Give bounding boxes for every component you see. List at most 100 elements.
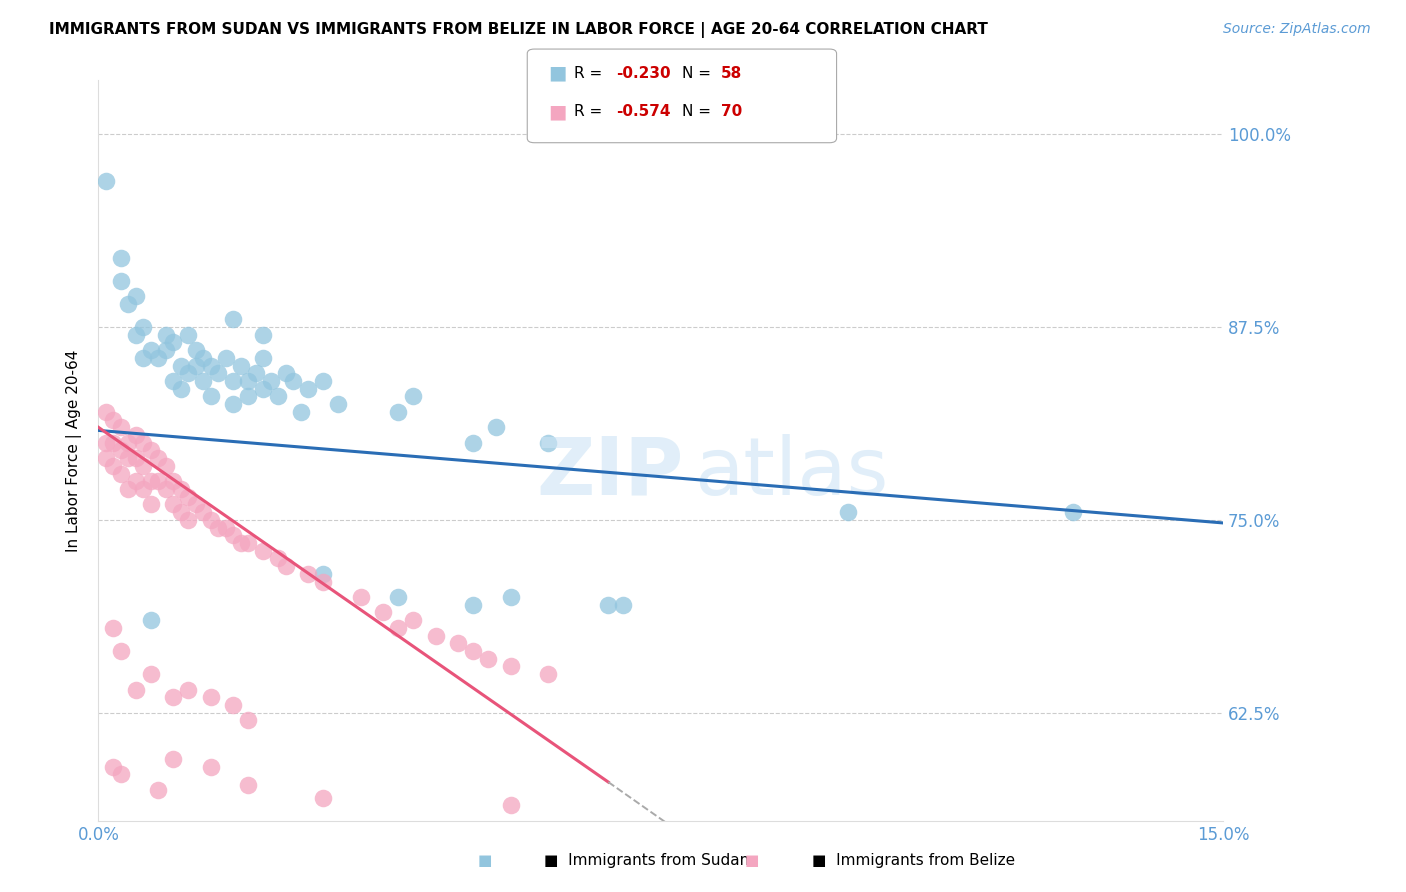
Point bbox=[222, 698, 245, 712]
Point bbox=[222, 528, 245, 542]
Point bbox=[162, 374, 184, 388]
Point bbox=[312, 374, 335, 388]
Text: ZIP: ZIP bbox=[536, 434, 683, 512]
Point bbox=[238, 374, 260, 388]
Point bbox=[125, 289, 148, 303]
Point bbox=[200, 690, 222, 705]
Point bbox=[238, 778, 260, 792]
Point bbox=[229, 359, 252, 373]
Point bbox=[170, 505, 193, 519]
Point bbox=[612, 598, 634, 612]
Point bbox=[110, 644, 132, 658]
Point bbox=[177, 682, 200, 697]
Point bbox=[193, 374, 215, 388]
Point bbox=[162, 752, 184, 766]
Point bbox=[312, 566, 335, 581]
Point bbox=[402, 389, 425, 403]
Text: N =: N = bbox=[682, 66, 716, 80]
Text: ■: ■ bbox=[745, 854, 759, 868]
Point bbox=[274, 559, 297, 574]
Point bbox=[110, 420, 132, 434]
Point bbox=[177, 513, 200, 527]
Point bbox=[148, 782, 170, 797]
Point bbox=[215, 351, 238, 365]
Point bbox=[117, 435, 139, 450]
Point bbox=[139, 343, 162, 358]
Point bbox=[477, 651, 499, 665]
Point bbox=[103, 759, 125, 773]
Point bbox=[155, 458, 177, 473]
Point bbox=[245, 367, 267, 381]
Point bbox=[184, 343, 207, 358]
Point bbox=[252, 351, 274, 365]
Point bbox=[132, 320, 155, 334]
Point bbox=[162, 498, 184, 512]
Point bbox=[170, 382, 193, 396]
Point bbox=[155, 327, 177, 342]
Text: R =: R = bbox=[574, 104, 607, 119]
Point bbox=[297, 566, 319, 581]
Point bbox=[463, 644, 485, 658]
Point bbox=[177, 367, 200, 381]
Point bbox=[312, 574, 335, 589]
Point bbox=[155, 482, 177, 496]
Point bbox=[125, 475, 148, 489]
Text: -0.574: -0.574 bbox=[616, 104, 671, 119]
Y-axis label: In Labor Force | Age 20-64: In Labor Force | Age 20-64 bbox=[66, 350, 83, 551]
Text: Source: ZipAtlas.com: Source: ZipAtlas.com bbox=[1223, 22, 1371, 37]
Point bbox=[193, 351, 215, 365]
Point bbox=[94, 451, 117, 466]
Point bbox=[252, 382, 274, 396]
Point bbox=[132, 458, 155, 473]
Point bbox=[238, 536, 260, 550]
Point bbox=[125, 451, 148, 466]
Point bbox=[297, 382, 319, 396]
Point bbox=[200, 513, 222, 527]
Point bbox=[485, 420, 508, 434]
Point bbox=[229, 536, 252, 550]
Text: ■: ■ bbox=[548, 102, 567, 121]
Point bbox=[200, 389, 222, 403]
Text: N =: N = bbox=[682, 104, 716, 119]
Point bbox=[139, 613, 162, 627]
Point bbox=[193, 505, 215, 519]
Text: IMMIGRANTS FROM SUDAN VS IMMIGRANTS FROM BELIZE IN LABOR FORCE | AGE 20-64 CORRE: IMMIGRANTS FROM SUDAN VS IMMIGRANTS FROM… bbox=[49, 22, 988, 38]
Point bbox=[373, 606, 395, 620]
Point bbox=[207, 520, 229, 534]
Point bbox=[200, 759, 222, 773]
Point bbox=[252, 327, 274, 342]
Point bbox=[177, 490, 200, 504]
Point bbox=[148, 451, 170, 466]
Point bbox=[267, 389, 290, 403]
Point bbox=[387, 405, 409, 419]
Point bbox=[184, 359, 207, 373]
Point bbox=[328, 397, 350, 411]
Point bbox=[260, 374, 283, 388]
Point bbox=[238, 389, 260, 403]
Text: ■  Immigrants from Belize: ■ Immigrants from Belize bbox=[813, 854, 1015, 868]
Point bbox=[110, 467, 132, 481]
Point bbox=[252, 543, 274, 558]
Text: R =: R = bbox=[574, 66, 607, 80]
Point bbox=[267, 551, 290, 566]
Point bbox=[387, 590, 409, 604]
Point bbox=[148, 475, 170, 489]
Point bbox=[215, 520, 238, 534]
Point bbox=[162, 475, 184, 489]
Point bbox=[537, 667, 560, 681]
Point bbox=[350, 590, 373, 604]
Point bbox=[110, 767, 132, 781]
Point bbox=[103, 621, 125, 635]
Point bbox=[94, 435, 117, 450]
Point bbox=[425, 628, 447, 642]
Point bbox=[125, 327, 148, 342]
Point bbox=[499, 798, 522, 813]
Text: ■: ■ bbox=[478, 854, 492, 868]
Point bbox=[238, 714, 260, 728]
Point bbox=[200, 359, 222, 373]
Text: -0.230: -0.230 bbox=[616, 66, 671, 80]
Point bbox=[463, 435, 485, 450]
Point bbox=[837, 505, 859, 519]
Point bbox=[499, 590, 522, 604]
Point bbox=[162, 335, 184, 350]
